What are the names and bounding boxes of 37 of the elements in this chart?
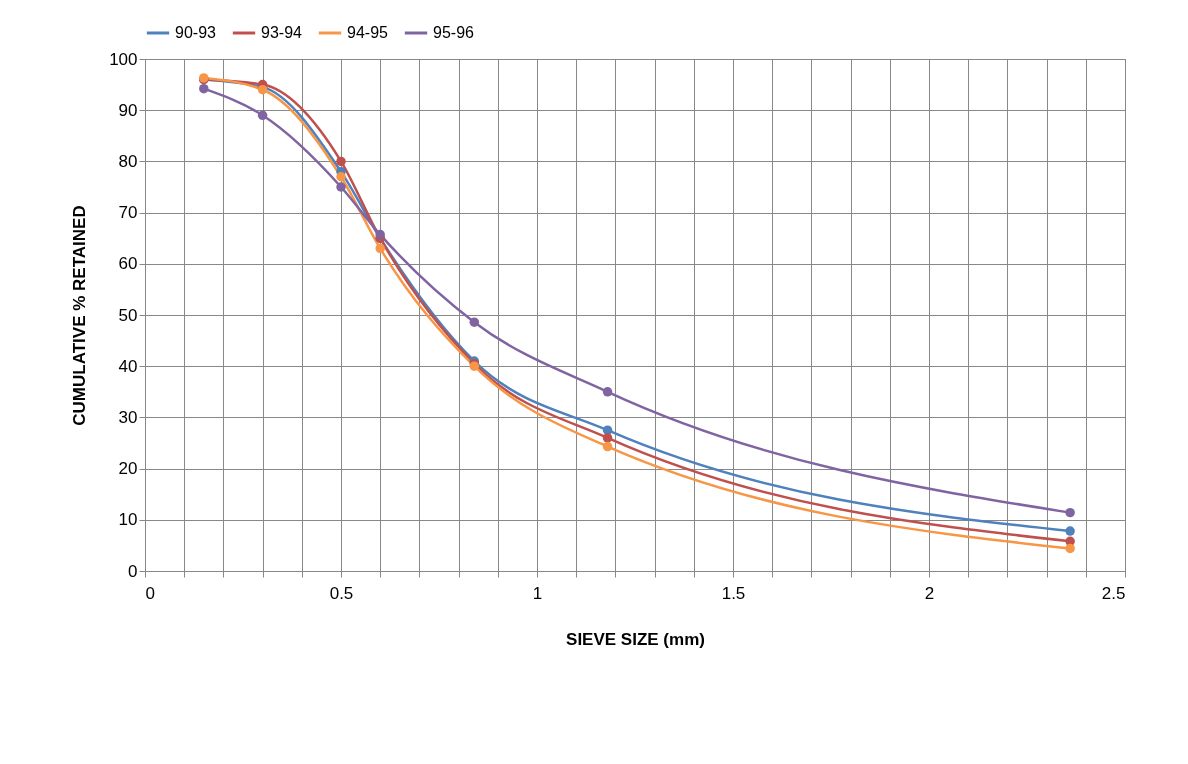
x-tick-label: 1.5 (721, 583, 746, 603)
point (375, 229, 385, 240)
point (602, 433, 613, 443)
point (336, 156, 346, 167)
y-tick-label: 0 (128, 561, 138, 581)
y-tick-label: 20 (118, 459, 138, 479)
x-tick-label: 0.5 (329, 583, 354, 603)
y-tick-label: 50 (118, 305, 138, 325)
point (1065, 526, 1075, 536)
y-tick-label: 100 (109, 49, 138, 69)
x-tick-label: 1 (532, 583, 543, 603)
legend-label: 94-95 (347, 24, 389, 41)
point (375, 243, 385, 254)
x-tick-label: 2.5 (1101, 583, 1126, 603)
legend-label: 95-96 (433, 24, 475, 41)
point (257, 110, 268, 121)
x-tick-label: 2 (924, 583, 935, 603)
y-tick-label: 60 (118, 254, 138, 274)
x-axis-title: SIEVE SIZE (mm) (566, 629, 705, 649)
x-tick-label: 0 (145, 583, 155, 603)
y-tick-label: 70 (118, 203, 138, 223)
y-tick-label: 80 (118, 151, 138, 171)
y-tick-label: 30 (118, 407, 138, 427)
point (602, 441, 613, 452)
legend-label: 93-94 (261, 24, 303, 41)
y-axis-title: CUMULATIVE % RETAINED (70, 205, 90, 426)
point (1065, 543, 1075, 554)
point (336, 172, 346, 182)
y-tick-label: 90 (118, 100, 138, 120)
point (602, 387, 613, 397)
legend-label: 90-93 (175, 24, 217, 41)
point (199, 83, 209, 94)
point (469, 317, 480, 327)
point (336, 182, 346, 192)
y-tick-label: 40 (118, 356, 138, 376)
y-tick-label: 10 (118, 510, 138, 530)
point (1065, 507, 1075, 518)
